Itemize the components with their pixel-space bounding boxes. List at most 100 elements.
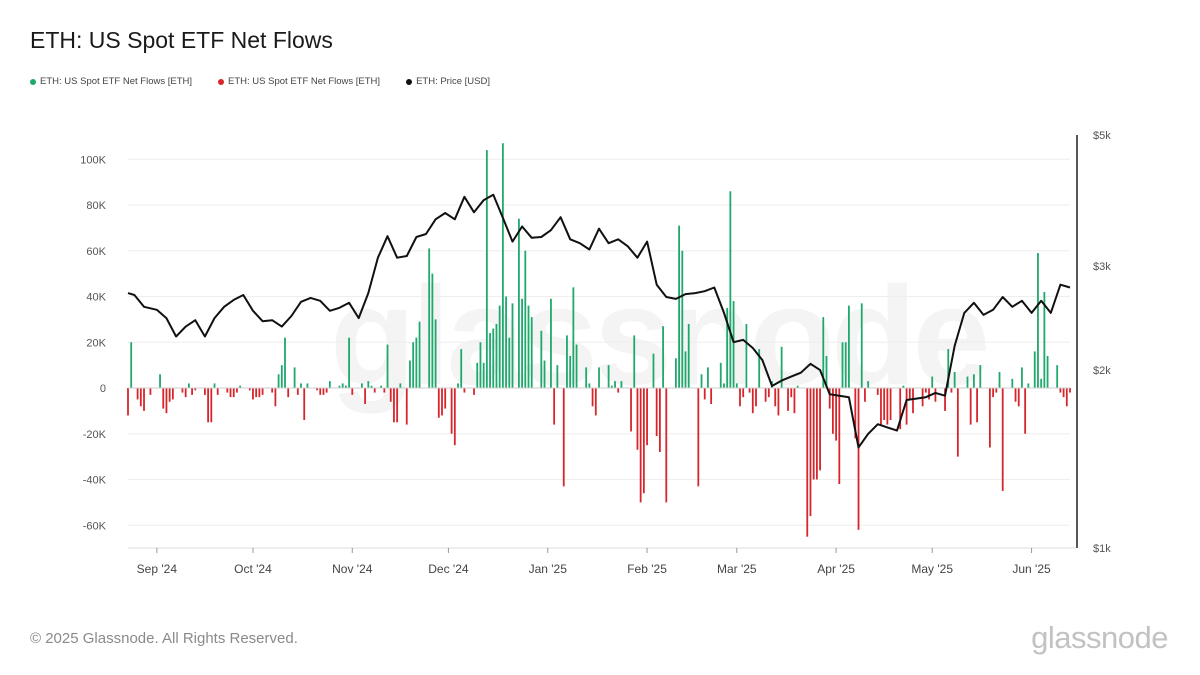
inflow-bar xyxy=(841,342,844,388)
inflow-bar xyxy=(328,381,331,388)
legend-label-outflows: ETH: US Spot ETF Net Flows [ETH] xyxy=(228,76,381,87)
outflow-bar xyxy=(815,388,818,480)
legend-item-outflows[interactable]: ETH: US Spot ETF Net Flows [ETH] xyxy=(218,76,380,87)
outflow-bar xyxy=(203,388,206,395)
inflow-bar xyxy=(860,303,863,388)
outflow-bar xyxy=(755,388,757,407)
inflow-bar xyxy=(460,349,463,388)
inflow-bar xyxy=(1021,367,1023,388)
inflow-bar xyxy=(284,337,286,388)
outflow-bar xyxy=(905,388,908,425)
inflow-bar xyxy=(530,317,533,388)
outflow-bar xyxy=(992,388,995,398)
inflow-bar xyxy=(745,323,748,388)
inflow-bar xyxy=(517,218,520,388)
inflow-bar xyxy=(431,273,434,388)
inflow-bar xyxy=(130,342,133,388)
outflow-bar xyxy=(127,388,129,416)
inflow-bar xyxy=(700,374,703,388)
outflow-bar xyxy=(969,388,972,425)
inflow-bar xyxy=(566,335,568,388)
outflow-bar xyxy=(1059,388,1062,393)
inflow-bar xyxy=(338,385,341,388)
inflow-bar xyxy=(306,383,309,388)
outflow-bar xyxy=(934,388,937,402)
inflow-bar xyxy=(1027,383,1030,388)
inflow-bar xyxy=(409,360,411,388)
inflow-bar xyxy=(293,367,296,388)
outflow-bar xyxy=(162,388,165,409)
flow-bars xyxy=(127,143,1071,537)
outflow-bar xyxy=(774,388,777,407)
inflow-bar xyxy=(1040,378,1043,388)
inflow-bar xyxy=(524,250,527,388)
outflow-bar xyxy=(883,388,886,421)
grid-lines xyxy=(128,158,1070,526)
legend-label-price: ETH: Price [USD] xyxy=(416,76,490,87)
inflow-bar xyxy=(1033,351,1036,388)
inflow-bar xyxy=(652,353,655,388)
outflow-bar xyxy=(473,388,475,395)
outflow-bar xyxy=(787,388,789,411)
outflow-bar xyxy=(806,388,809,537)
inflow-bar xyxy=(633,335,636,388)
outflow-bar xyxy=(742,388,745,398)
outflow-bar xyxy=(444,388,447,409)
y-left-tick-label: -60K xyxy=(83,520,107,532)
outflow-bar xyxy=(168,388,171,402)
inflow-bar xyxy=(505,296,507,388)
inflow-bar xyxy=(550,298,552,388)
inflow-bar xyxy=(758,349,761,388)
inflow-bar xyxy=(457,383,459,388)
inflow-bar xyxy=(498,305,501,388)
outflow-bar xyxy=(928,388,930,400)
inflow-bar xyxy=(707,367,709,388)
legend-item-price[interactable]: ETH: Price [USD] xyxy=(406,76,490,87)
inflow-bar xyxy=(575,344,578,388)
inflow-bar xyxy=(610,385,613,388)
inflow-bar xyxy=(588,383,591,388)
outflow-bar xyxy=(591,388,594,407)
outflow-bar xyxy=(325,388,328,393)
outflow-bar xyxy=(364,388,367,405)
inflow-bar xyxy=(344,385,347,388)
outflow-bar xyxy=(995,388,998,393)
outflow-bar xyxy=(274,388,277,407)
inflow-bar xyxy=(187,383,190,388)
inflow-bar xyxy=(844,342,847,388)
outflow-bar xyxy=(630,388,632,432)
inflow-bar xyxy=(489,333,491,388)
inflow-bar xyxy=(386,344,389,388)
outflow-bar xyxy=(232,388,235,398)
outflow-bar xyxy=(181,388,184,393)
legend-item-inflows[interactable]: ETH: US Spot ETF Net Flows [ETH] xyxy=(30,76,192,87)
outflow-bar xyxy=(139,388,142,407)
y-left-tick-label: -20K xyxy=(83,429,107,441)
outflow-bar xyxy=(831,388,834,434)
outflow-bar xyxy=(1069,388,1071,393)
outflow-bar xyxy=(437,388,440,418)
y-left-tick-label: 20K xyxy=(86,337,106,349)
inflow-bar xyxy=(678,225,681,388)
inflow-bar xyxy=(947,349,950,388)
x-tick-label: Nov '24 xyxy=(332,562,373,576)
inflow-bar xyxy=(360,383,363,388)
outflow-bar xyxy=(450,388,453,434)
inflow-bar xyxy=(585,367,588,388)
outflow-bar xyxy=(373,388,376,393)
inflow-bar xyxy=(953,371,956,388)
inflow-bar xyxy=(1037,253,1039,388)
outflow-bar xyxy=(835,388,838,441)
outflow-bar xyxy=(809,388,812,517)
inflow-bar xyxy=(726,307,729,388)
inflow-bar xyxy=(825,355,828,388)
outflow-bar xyxy=(194,388,197,391)
outflow-bar xyxy=(149,388,152,395)
inflow-bar xyxy=(998,371,1001,388)
inflow-bar xyxy=(527,305,530,388)
outflow-bar xyxy=(767,388,770,398)
y-left-tick-label: 40K xyxy=(86,292,106,304)
outflow-bar xyxy=(210,388,213,423)
inflow-bar xyxy=(380,385,383,388)
outflow-bar xyxy=(1062,388,1065,398)
